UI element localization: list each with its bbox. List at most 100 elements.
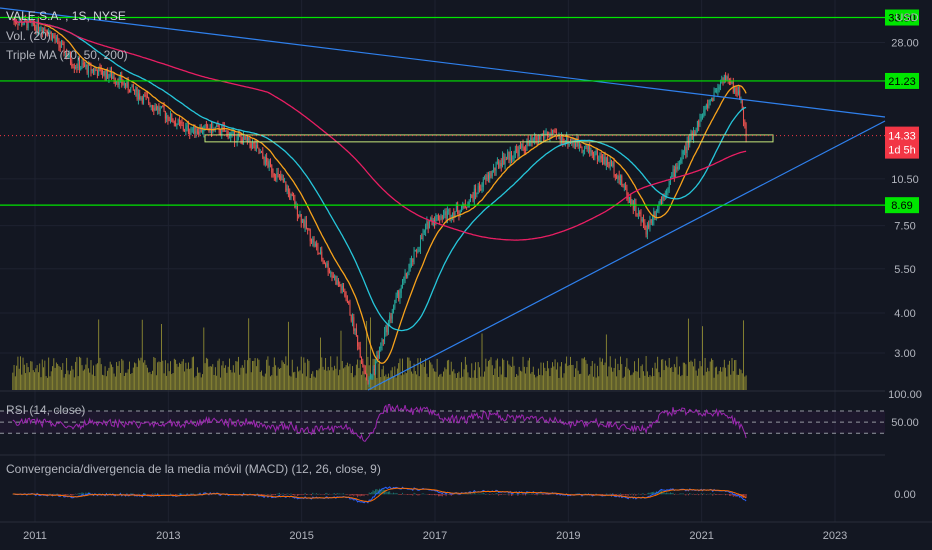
macd-histogram-bar bbox=[625, 494, 627, 496]
symbol-legend[interactable]: VALE S.A. , 1S, NYSE bbox=[6, 9, 126, 23]
candle-body bbox=[339, 284, 341, 287]
macd-histogram-bar bbox=[372, 490, 374, 495]
macd-histogram-bar bbox=[376, 489, 378, 495]
volume-bar bbox=[713, 377, 715, 390]
macd-histogram-bar bbox=[508, 494, 510, 496]
macd-histogram-bar bbox=[609, 493, 611, 495]
volume-bar bbox=[337, 375, 339, 390]
volume-bar bbox=[691, 361, 693, 390]
candle-body bbox=[676, 166, 678, 170]
candle-body bbox=[617, 176, 619, 179]
macd-histogram-bar bbox=[621, 494, 623, 496]
volume-bar bbox=[355, 364, 357, 390]
macd-histogram-bar bbox=[537, 493, 539, 495]
macd-histogram-bar bbox=[240, 494, 242, 495]
candle-body bbox=[341, 285, 343, 291]
volume-bar bbox=[155, 375, 157, 390]
volume-bar bbox=[250, 372, 252, 390]
candle-body bbox=[717, 89, 719, 91]
volume-bar bbox=[164, 360, 166, 390]
volume-bar bbox=[276, 375, 278, 390]
macd-histogram-bar bbox=[686, 493, 688, 495]
candle-body bbox=[359, 347, 361, 358]
rsi-panel[interactable] bbox=[0, 403, 885, 442]
macd-legend[interactable]: Convergencia/divergencia de la media móv… bbox=[6, 462, 381, 476]
candle-body bbox=[685, 147, 687, 154]
candle-body bbox=[164, 111, 166, 119]
macd-histogram-bar bbox=[518, 493, 520, 495]
candle-body bbox=[343, 285, 344, 292]
candle-body bbox=[548, 136, 550, 138]
candle-body bbox=[471, 195, 473, 197]
volume-bar bbox=[44, 360, 46, 390]
volume-bar bbox=[527, 360, 529, 390]
volume-bar bbox=[586, 363, 588, 390]
macd-histogram-bar bbox=[149, 494, 151, 495]
volume-bar bbox=[496, 358, 498, 390]
volume-bar bbox=[104, 366, 106, 390]
candle-body bbox=[596, 151, 598, 159]
volume-bar bbox=[607, 376, 609, 390]
candle-body bbox=[308, 228, 310, 230]
candle-body bbox=[443, 215, 444, 219]
volume-bar bbox=[62, 363, 64, 390]
candle-body bbox=[90, 64, 92, 71]
volume-bar bbox=[211, 366, 212, 390]
macd-histogram-bar bbox=[386, 491, 388, 495]
volume-bar bbox=[130, 373, 132, 390]
volume-bar bbox=[448, 359, 450, 390]
time-axis[interactable]: 2011 2013 2015 2017 2019 2021 2023 bbox=[23, 530, 847, 542]
candle-body bbox=[421, 238, 423, 240]
candle-body bbox=[435, 215, 437, 224]
candle-body bbox=[372, 368, 374, 375]
macd-panel[interactable] bbox=[12, 486, 747, 504]
volume-bar bbox=[494, 368, 496, 390]
volume-bar bbox=[180, 363, 182, 390]
rsi-legend[interactable]: RSI (14, close) bbox=[6, 403, 86, 417]
candle-body bbox=[37, 20, 39, 31]
volume-bar bbox=[718, 371, 720, 390]
candle-body bbox=[207, 125, 209, 130]
candle-body bbox=[487, 175, 489, 180]
candle-body bbox=[377, 355, 379, 358]
volume-bar bbox=[472, 377, 474, 390]
volume-bar bbox=[413, 363, 415, 390]
candle-body bbox=[170, 113, 171, 121]
volume-bar bbox=[653, 376, 655, 390]
volume-bar bbox=[536, 376, 538, 390]
volume-bar bbox=[89, 372, 91, 390]
macd-histogram-bar bbox=[666, 492, 668, 495]
candle-body bbox=[72, 66, 74, 68]
candle-body bbox=[575, 143, 577, 147]
volume-bar bbox=[421, 364, 423, 390]
volume-bar bbox=[437, 376, 439, 390]
candle-body bbox=[509, 151, 511, 161]
macd-histogram-bar bbox=[363, 494, 365, 497]
candle-body bbox=[485, 178, 487, 180]
price-axis[interactable]: 33.5021.238.6928.0010.507.505.504.003.00… bbox=[885, 9, 922, 501]
candlestick-series[interactable] bbox=[12, 14, 747, 388]
macd-histogram-bar bbox=[335, 494, 337, 496]
macd-histogram-bar bbox=[416, 494, 418, 495]
candle-body bbox=[505, 158, 507, 160]
candle-body bbox=[58, 38, 60, 46]
macd-histogram-bar bbox=[575, 493, 577, 495]
macd-histogram-bar bbox=[613, 494, 615, 496]
candle-body bbox=[702, 116, 703, 118]
volume-bar bbox=[323, 369, 325, 390]
macd-histogram-bar bbox=[457, 494, 459, 495]
candle-body bbox=[594, 154, 596, 157]
macd-histogram-bar bbox=[412, 494, 414, 496]
macd-histogram-bar bbox=[413, 492, 415, 495]
volume-bar bbox=[216, 375, 218, 390]
volume-legend[interactable]: Vol. (20) bbox=[6, 29, 51, 43]
volume-bar bbox=[618, 370, 620, 390]
volume-bar bbox=[54, 367, 56, 390]
macd-histogram-bar bbox=[540, 493, 542, 495]
triple-ma-legend[interactable]: Triple MA (20, 50, 200) bbox=[6, 48, 128, 62]
countdown-label: 1d 5h bbox=[888, 145, 916, 157]
volume-bar bbox=[220, 377, 221, 390]
macd-histogram-bar bbox=[744, 494, 746, 498]
volume-bar bbox=[95, 364, 97, 390]
